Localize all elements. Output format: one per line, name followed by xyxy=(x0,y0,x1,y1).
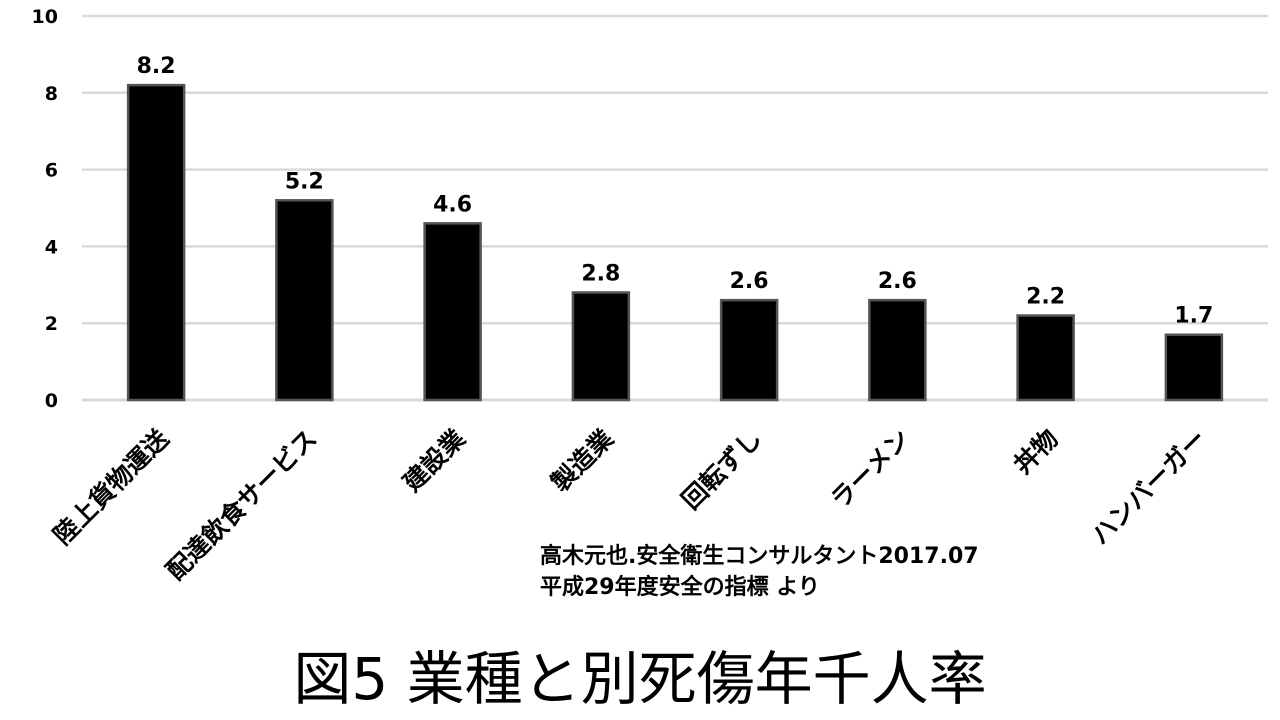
category-label: 陸上貨物運送 xyxy=(48,424,175,551)
bar xyxy=(571,291,631,402)
bar xyxy=(423,222,482,402)
category-label: ラーメン xyxy=(825,424,916,515)
data-labels: 8.2 5.2 4.6 2.8 2.6 2.6 2.2 1.7 xyxy=(137,54,1214,329)
data-label: 1.7 xyxy=(1174,304,1213,329)
data-label: 2.2 xyxy=(1026,285,1065,310)
data-label: 8.2 xyxy=(137,54,176,79)
bar xyxy=(126,83,186,402)
bar xyxy=(868,298,927,402)
data-label: 4.6 xyxy=(433,192,472,217)
y-tick-label: 4 xyxy=(45,236,58,258)
category-label: 建設業 xyxy=(397,424,471,498)
data-label: 2.8 xyxy=(581,261,620,286)
y-tick-label: 0 xyxy=(45,390,58,412)
source-line-2: 平成29年度安全の指標 より xyxy=(540,575,820,600)
y-tick-label: 2 xyxy=(45,313,58,335)
category-label: 配達飲食サービス xyxy=(161,424,323,586)
bar xyxy=(1016,314,1075,402)
y-tick-label: 6 xyxy=(45,160,58,182)
y-tick-label: 10 xyxy=(32,6,58,28)
y-tick-label: 8 xyxy=(45,83,58,105)
source-note: 高木元也.安全衛生コンサルタント2017.07 平成29年度安全の指標 より xyxy=(540,541,979,603)
bar xyxy=(1164,333,1224,402)
bar xyxy=(275,199,334,402)
data-label: 2.6 xyxy=(878,269,917,294)
category-label: 回転ずし xyxy=(676,424,767,515)
category-label: ハンバーガー xyxy=(1086,424,1213,551)
figure-caption: 図5 業種と別死傷年千人率 xyxy=(293,645,987,713)
category-label: 製造業 xyxy=(545,424,619,498)
y-axis-ticks: 0 2 4 6 8 10 xyxy=(32,6,58,412)
data-label: 2.6 xyxy=(730,269,769,294)
category-label: 丼物 xyxy=(1008,424,1064,480)
gridlines xyxy=(82,14,1268,402)
bar xyxy=(719,298,779,402)
bar-chart: 0 2 4 6 8 10 8.2 5.2 4.6 2.8 2.6 2.6 2.2 1.7 陸上貨物運送配… xyxy=(32,6,1268,586)
data-label: 5.2 xyxy=(285,169,324,194)
source-line-1: 高木元也.安全衛生コンサルタント2017.07 xyxy=(540,544,979,569)
bars xyxy=(126,83,1224,402)
